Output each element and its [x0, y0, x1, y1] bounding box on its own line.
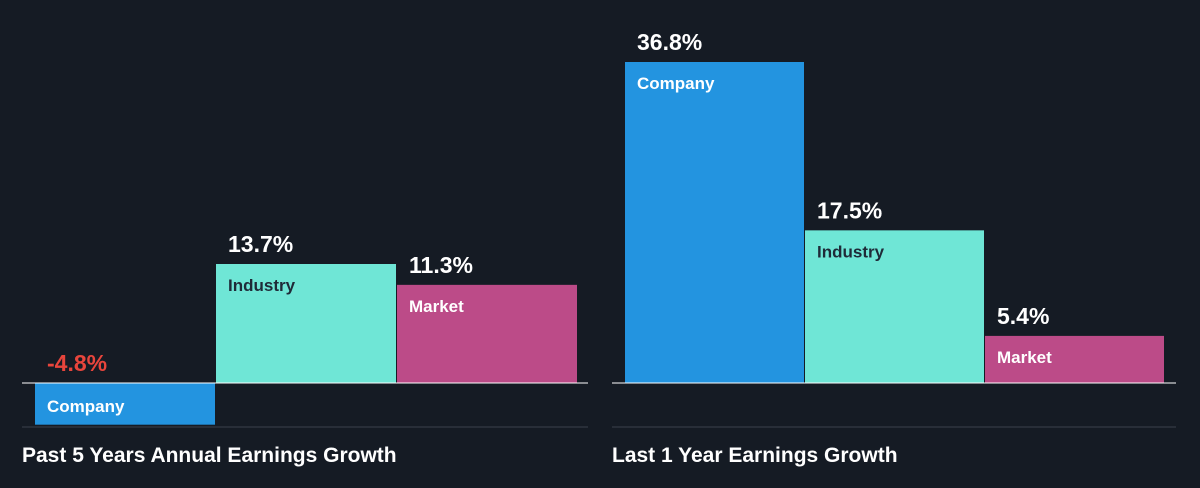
bar-label-industry-last-1-year: Industry: [817, 242, 885, 261]
value-label-company-past-5-years: -4.8%: [47, 350, 107, 376]
bar-label-market-past-5-years: Market: [409, 297, 464, 316]
bar-company-last-1-year: [625, 62, 804, 383]
bar-industry-last-1-year: [805, 230, 984, 383]
bar-company-past-5-years: [35, 383, 215, 425]
bar-label-company-past-5-years: Company: [47, 397, 125, 416]
chart-title-past-5-years: Past 5 Years Annual Earnings Growth: [22, 444, 397, 467]
bar-market-past-5-years: [397, 284, 577, 383]
bar-label-market-last-1-year: Market: [997, 348, 1052, 367]
value-label-industry-past-5-years: 13.7%: [228, 231, 293, 257]
bar-industry-past-5-years: [216, 264, 396, 383]
chart-title-last-1-year: Last 1 Year Earnings Growth: [612, 444, 898, 467]
value-label-market-past-5-years: 11.3%: [409, 252, 473, 278]
value-label-industry-last-1-year: 17.5%: [817, 197, 882, 223]
value-label-company-last-1-year: 36.8%: [637, 29, 702, 55]
bar-market-last-1-year: [985, 335, 1164, 383]
value-label-market-last-1-year: 5.4%: [997, 303, 1049, 329]
bar-label-company-last-1-year: Company: [637, 74, 715, 93]
bar-label-industry-past-5-years: Industry: [228, 276, 296, 295]
